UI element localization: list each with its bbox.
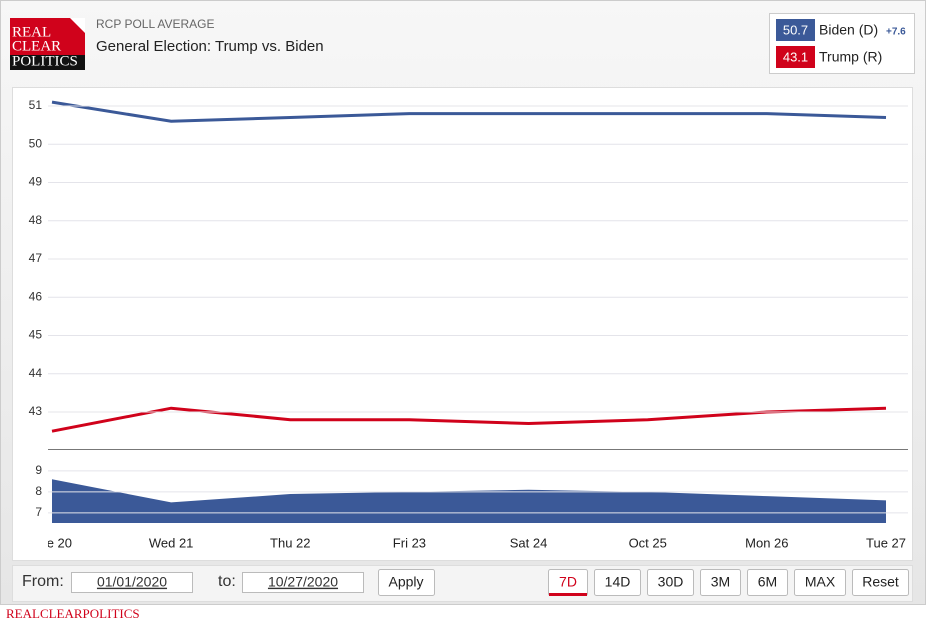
legend-name: Trump (R) [819, 49, 882, 65]
y-tick-label: 46 [29, 289, 43, 303]
logo-text: POLITICS [12, 53, 78, 69]
range-button[interactable] [747, 569, 788, 596]
y-tick-label: 48 [29, 213, 43, 227]
range-label[interactable]: 14D [605, 574, 631, 590]
legend-swatch [776, 46, 815, 68]
logo-corner [70, 18, 85, 33]
range-label[interactable]: Reset [862, 574, 899, 590]
y-tick-label: 51 [29, 98, 43, 112]
legend-value: 50.7 [783, 22, 808, 37]
y-tick-label: 8 [35, 484, 42, 498]
y-tick-label: 43 [29, 404, 43, 418]
x-tick-label: Thu 22 [270, 535, 310, 550]
x-tick-label: Oct 25 [629, 535, 667, 550]
y-tick-label: 47 [29, 251, 43, 265]
y-tick-label: 7 [35, 505, 42, 519]
legend-spread: +7.6 [886, 27, 906, 38]
logo-text: REAL [12, 24, 51, 40]
y-tick-label: 50 [29, 136, 43, 150]
x-tick-label: Tue 20 [32, 535, 72, 550]
range-label[interactable]: MAX [805, 574, 836, 590]
to-label: to: [218, 573, 236, 590]
y-tick-label: 9 [35, 463, 42, 477]
from-date[interactable]: 01/01/2020 [97, 574, 167, 590]
range-label[interactable]: 6M [758, 574, 777, 590]
range-button[interactable] [647, 569, 694, 596]
range-button[interactable] [700, 569, 741, 596]
chart-title: General Election: Trump vs. Biden [96, 38, 324, 55]
from-input[interactable] [71, 572, 193, 593]
kicker: RCP POLL AVERAGE [96, 17, 215, 31]
legend-name: Biden (D) [819, 22, 878, 38]
x-tick-label: Mon 26 [745, 535, 788, 550]
y-tick-label: 49 [29, 175, 43, 189]
series-line [51, 100, 887, 123]
range-label[interactable]: 30D [658, 574, 684, 590]
y-tick-label: 45 [29, 328, 43, 342]
range-button[interactable] [794, 569, 846, 596]
x-tick-label: Wed 21 [149, 535, 194, 550]
apply-button[interactable] [378, 569, 435, 596]
range-button[interactable] [852, 569, 909, 596]
legend-swatch [776, 19, 815, 41]
legend-value: 43.1 [783, 49, 808, 64]
x-tick-label: Fri 23 [393, 535, 426, 550]
range-label[interactable]: 7D [559, 574, 577, 590]
plot-panel [12, 87, 913, 561]
spread-area [52, 479, 886, 523]
range-label[interactable]: 3M [711, 574, 730, 590]
to-input[interactable] [242, 572, 364, 593]
x-tick-label: Tue 27 [866, 535, 906, 550]
logo-strip [10, 55, 85, 70]
x-tick-label: Sat 24 [510, 535, 548, 550]
series-line [51, 406, 887, 433]
range-underline [549, 593, 587, 596]
from-label: From: [22, 573, 64, 590]
footer: REALCLEARPOLITICS [6, 606, 140, 621]
apply-label[interactable]: Apply [388, 574, 423, 590]
range-button[interactable] [594, 569, 641, 596]
to-date[interactable]: 10/27/2020 [268, 574, 338, 590]
logo-text: CLEAR [12, 38, 61, 54]
y-tick-label: 44 [29, 366, 43, 380]
